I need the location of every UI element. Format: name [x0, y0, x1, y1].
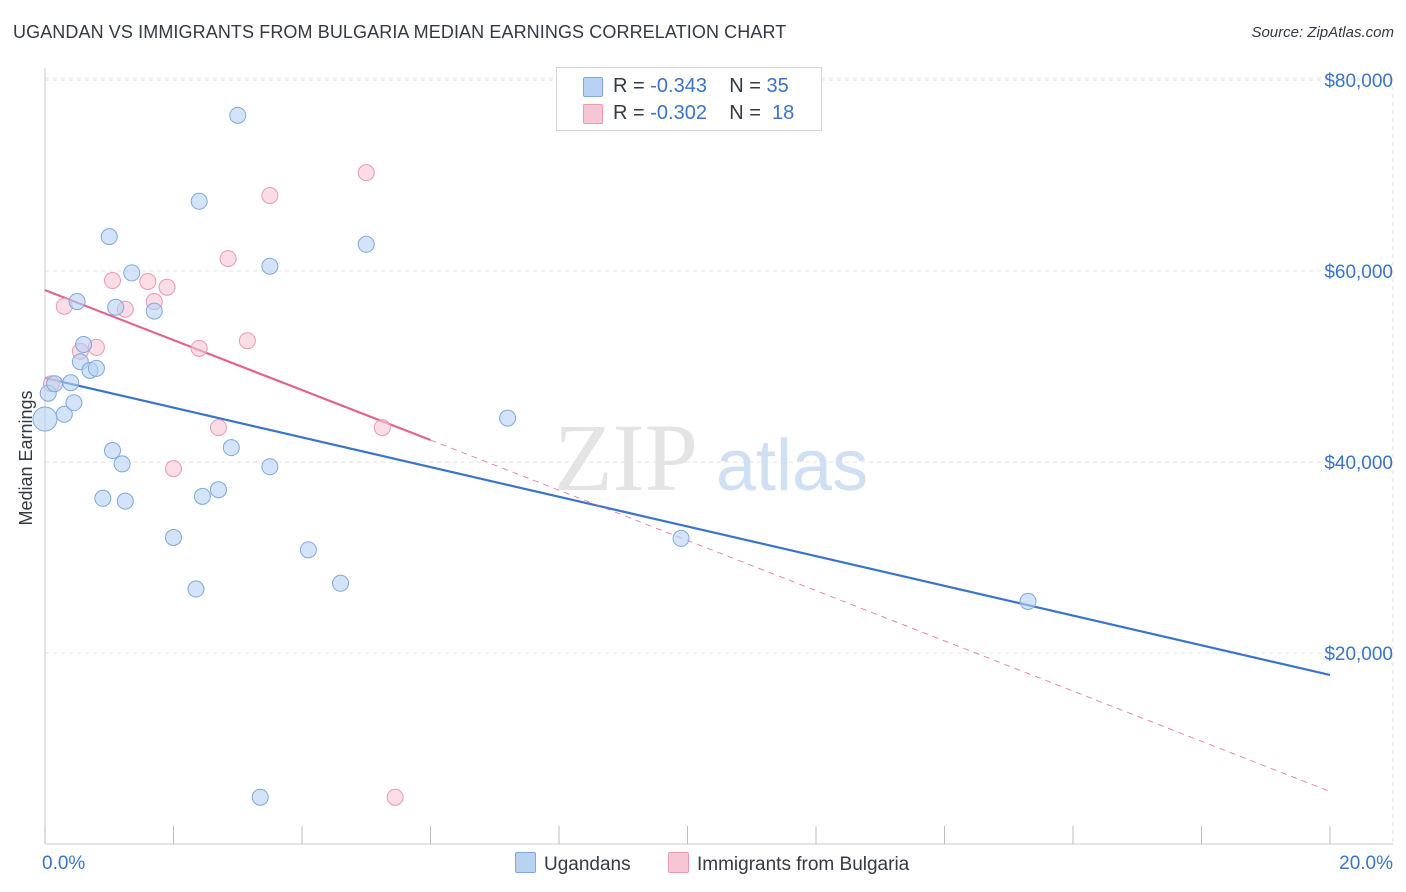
- correlation-legend: R = -0.343 N = 35 R = -0.302 N = 18: [556, 67, 822, 131]
- source-label: Source: ZipAtlas.com: [1251, 24, 1394, 41]
- y-tick-labels: $20,000 $40,000 $60,000 $80,000: [1324, 71, 1393, 665]
- data-point-ugandans: [107, 298, 125, 316]
- data-point-ugandans: [116, 492, 134, 510]
- trend-line-ugandans: [44, 376, 1331, 677]
- x-tick-labels: 0.0% 20.0%: [42, 853, 1393, 874]
- legend-n-value: 18: [772, 102, 795, 124]
- data-point-ugandans: [299, 541, 317, 559]
- legend-n-value: 35: [766, 75, 789, 97]
- legend-r-value: -0.302: [650, 102, 707, 124]
- data-point-ugandans: [332, 574, 350, 592]
- data-point-bulgaria: [357, 164, 375, 182]
- data-point-ugandans: [32, 406, 58, 432]
- data-point-ugandans: [165, 528, 182, 546]
- legend-swatch-bulgaria: [583, 104, 603, 124]
- data-point-ugandans: [261, 257, 279, 275]
- data-point-ugandans: [46, 375, 64, 393]
- data-point-ugandans: [229, 106, 247, 124]
- data-point-ugandans: [113, 455, 131, 473]
- axes: [44, 68, 1393, 845]
- data-point-bulgaria: [238, 332, 256, 350]
- legend-n-label: N =: [729, 102, 761, 124]
- y-tick-label: $40,000: [1324, 453, 1393, 474]
- trend-line-bulgaria-extension: [430, 439, 1331, 792]
- data-point-ugandans: [123, 264, 141, 282]
- bottom-legend-label-ugandans: Ugandans: [544, 854, 631, 875]
- data-point-bulgaria: [261, 187, 279, 205]
- data-point-ugandans: [672, 529, 690, 547]
- legend-r-label: R =: [613, 102, 645, 124]
- data-point-ugandans: [145, 302, 163, 320]
- y-tick-label: $20,000: [1324, 644, 1393, 665]
- data-point-ugandans: [100, 228, 118, 246]
- legend-r-value: -0.343: [650, 75, 707, 97]
- legend-n-label: N =: [729, 75, 761, 97]
- bottom-legend-bulgaria: Immigrants from Bulgaria: [668, 852, 909, 876]
- bottom-legend-ugandans: Ugandans: [515, 852, 631, 876]
- bottom-legend-swatch-ugandans: [515, 852, 536, 873]
- watermark-atlas: atlas: [716, 426, 868, 506]
- data-point-ugandans: [65, 394, 83, 412]
- data-point-ugandans: [103, 442, 121, 460]
- chart-title: UGANDAN VS IMMIGRANTS FROM BULGARIA MEDI…: [13, 22, 787, 42]
- bottom-legend-label-bulgaria: Immigrants from Bulgaria: [697, 854, 910, 875]
- data-point-ugandans: [251, 788, 269, 806]
- y-axis-label: Median Earnings: [16, 390, 36, 525]
- data-point-bulgaria: [209, 419, 227, 437]
- data-points: [32, 106, 1037, 806]
- data-point-bulgaria: [219, 250, 237, 268]
- data-point-ugandans: [261, 458, 279, 476]
- data-point-bulgaria: [139, 273, 157, 291]
- data-point-ugandans: [55, 405, 73, 423]
- data-point-ugandans: [1019, 592, 1037, 610]
- watermark-zip: ZIP: [554, 404, 698, 511]
- data-point-ugandans: [68, 293, 86, 311]
- data-point-bulgaria: [103, 272, 121, 290]
- legend-r-label: R =: [613, 75, 645, 97]
- data-point-ugandans: [75, 336, 93, 354]
- trend-line-bulgaria: [44, 289, 431, 442]
- trend-lines: [44, 289, 1331, 792]
- data-point-ugandans: [222, 439, 240, 457]
- data-point-bulgaria: [373, 419, 391, 437]
- x-tick-label: 0.0%: [42, 853, 85, 874]
- legend-swatch-ugandans: [583, 77, 603, 97]
- data-point-ugandans: [209, 481, 227, 499]
- data-point-ugandans: [187, 580, 205, 598]
- data-point-ugandans: [499, 409, 517, 427]
- data-point-ugandans: [193, 487, 211, 505]
- bottom-legend-swatch-bulgaria: [668, 852, 689, 873]
- data-point-ugandans: [62, 374, 80, 392]
- data-point-bulgaria: [158, 278, 176, 296]
- data-point-bulgaria: [165, 460, 182, 478]
- y-tick-label: $60,000: [1324, 262, 1393, 283]
- x-tick-label: 20.0%: [1339, 853, 1393, 874]
- data-point-ugandans: [190, 192, 208, 210]
- data-point-ugandans: [357, 235, 375, 253]
- data-point-bulgaria: [386, 788, 404, 806]
- data-point-ugandans: [94, 489, 112, 507]
- data-point-bulgaria: [190, 339, 208, 357]
- watermark: ZIP atlas: [554, 404, 868, 511]
- y-tick-label: $80,000: [1324, 71, 1393, 92]
- data-point-ugandans: [87, 359, 105, 377]
